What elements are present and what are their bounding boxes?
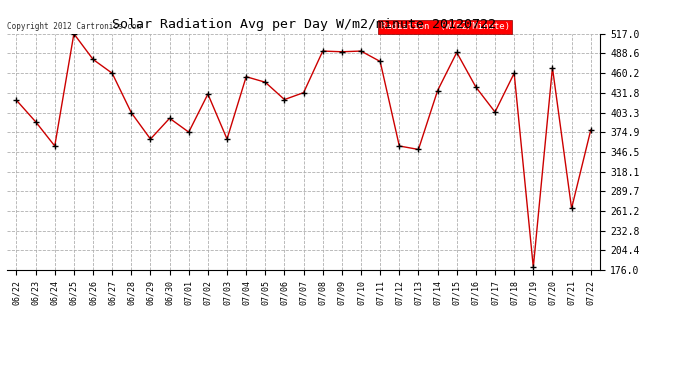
Title: Solar Radiation Avg per Day W/m2/minute 20120722: Solar Radiation Avg per Day W/m2/minute …: [112, 18, 495, 31]
Text: Radiation  (W/m2/Minute): Radiation (W/m2/Minute): [381, 22, 510, 32]
Text: Copyright 2012 Cartronics.com: Copyright 2012 Cartronics.com: [7, 22, 141, 32]
